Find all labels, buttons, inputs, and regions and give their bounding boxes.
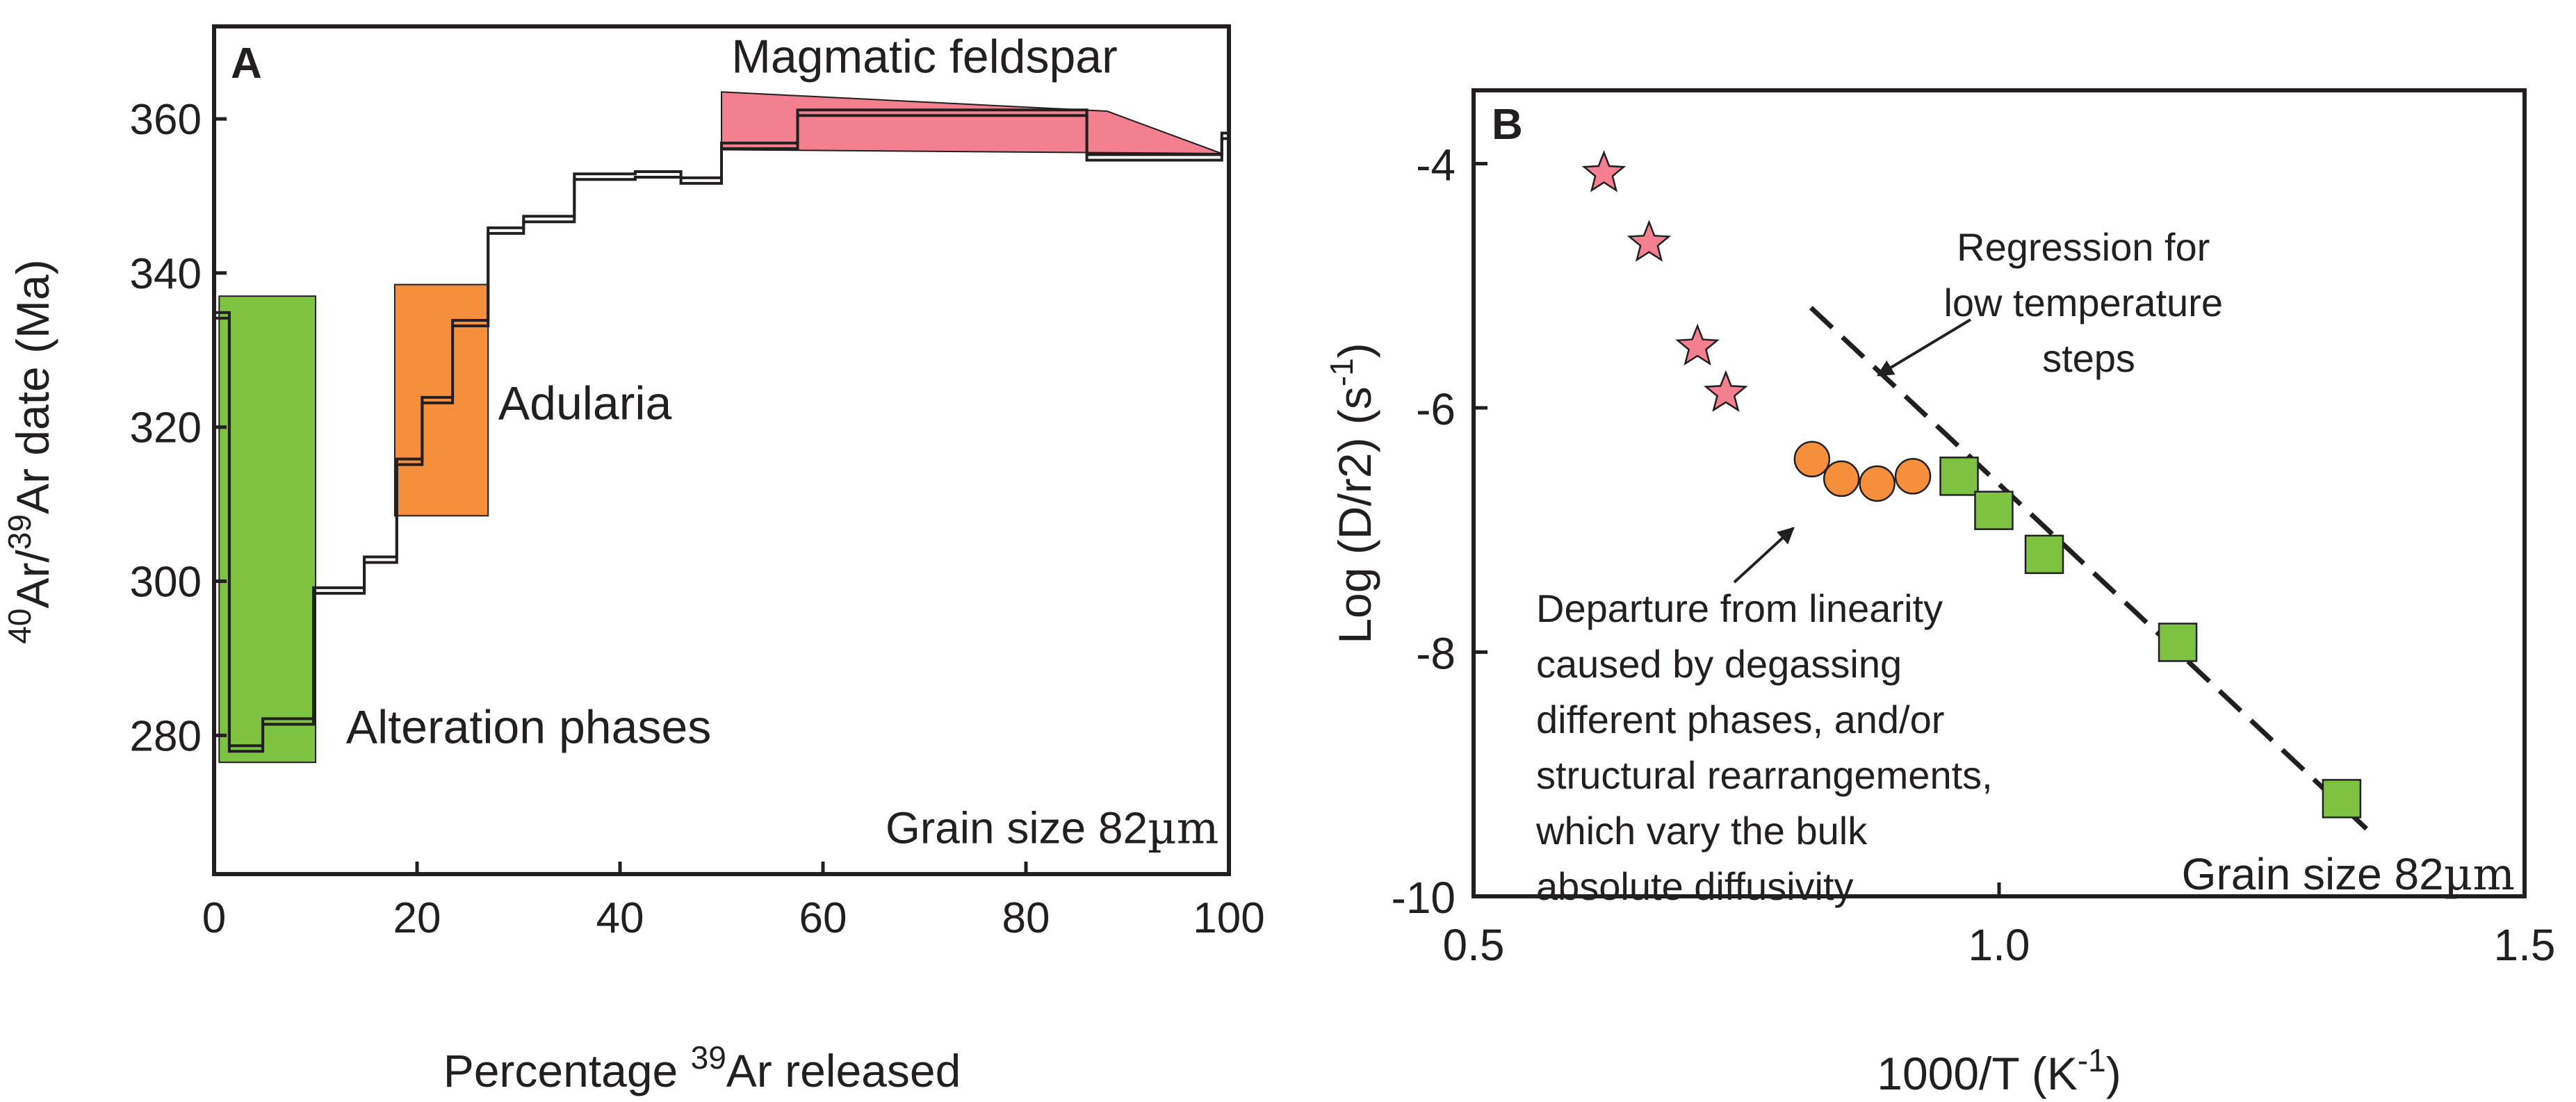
y-label-b-sup: -1 [1323, 358, 1360, 386]
star-point-4 [1704, 370, 1748, 412]
annotation-departure: Departure from linearity caused by degas… [1535, 586, 2003, 908]
panel-a-age-spectrum [214, 108, 1229, 753]
plateau-box-adularia [393, 283, 489, 517]
x-label-b-main: 1000/T (K [1877, 1048, 2078, 1099]
y-tick-label-a-280: 280 [130, 712, 202, 760]
x-tick-label-a-60: 60 [799, 894, 847, 942]
x-tick-label-a-40: 40 [596, 894, 644, 942]
star-point-3 [1675, 323, 1720, 366]
annotation-alteration-phases: Alteration phases [346, 700, 711, 753]
annotation-regression: Regression for low temperature steps [1943, 225, 2233, 380]
x-label-a-prefix: Percentage [443, 1045, 691, 1096]
square-point-2 [1974, 491, 2014, 530]
y-label-a-suffix: Ar date (Ma) [7, 259, 58, 514]
panel-a: 0 20 40 60 80 100 280 300 320 340 360 A Magmatic … [1, 24, 1265, 1096]
x-tick-label-b-1: 1.0 [1968, 920, 2030, 970]
y-tick-label-a-300: 300 [130, 559, 202, 607]
y-tick-label-b-3: -4 [1416, 140, 1456, 190]
y-label-b-suffix: ) [1329, 343, 1380, 358]
departure-line-2: caused by degassing [1536, 642, 1902, 686]
y-label-a-mid: Ar/ [7, 550, 58, 609]
grain-size-b-unit: µm [2444, 849, 2515, 900]
departure-arrow [1733, 527, 1795, 584]
x-label-a-suffix: Ar released [726, 1045, 961, 1096]
panel-b-x-axis-label: 1000/T (K-1) [1877, 1042, 2121, 1099]
panel-a-x-axis-label: Percentage 39Ar released [443, 1039, 961, 1096]
annotation-grain-size-a: Grain size 82µm [886, 803, 1218, 855]
x-tick-label-a-20: 20 [393, 894, 441, 942]
circle-point-1 [1793, 441, 1831, 478]
grain-size-a-text: Grain size 82 [886, 803, 1148, 853]
square-point-1 [1939, 457, 1979, 496]
x-label-b-sup: -1 [2078, 1042, 2106, 1078]
panel-a-x-ticks: 0 20 40 60 80 100 [202, 862, 1265, 942]
age-spectrum-line-lower [214, 114, 1229, 753]
y-label-b-prefix: Log (D/r2) (s [1329, 386, 1380, 643]
square-point-5 [2322, 779, 2362, 819]
panel-b-y-ticks: -10 -8 -6 -4 [1392, 140, 1487, 923]
star-point-1 [1581, 150, 1627, 192]
panel-a-frame [212, 24, 1231, 876]
plateau-box-alteration-phases [218, 295, 316, 764]
circle-point-4 [1894, 458, 1932, 495]
panel-a-y-ticks: 280 300 320 340 360 [130, 96, 227, 760]
circle-point-3 [1859, 465, 1896, 502]
departure-line-6: absolute diffusivity [1536, 864, 1854, 908]
regression-line [1809, 306, 2369, 831]
panel-b: 0.5 1.0 1.5 -10 -8 -6 -4 B Regression for low… [1323, 88, 2556, 1099]
panel-a-y-axis-label: 40Ar/39Ar date (Ma) [1, 259, 58, 643]
y-tick-label-a-320: 320 [130, 404, 202, 452]
annotation-grain-size-b: Grain size 82µm [2182, 849, 2515, 900]
y-label-a-sup2: 39 [1, 514, 38, 550]
grain-size-b-text: Grain size 82 [2182, 849, 2444, 899]
y-tick-label-b-0: -10 [1392, 873, 1456, 923]
panel-a-fills [218, 91, 1223, 764]
regression-line-3: steps [2042, 336, 2135, 380]
y-label-a-sup1: 40 [1, 609, 38, 644]
x-label-b-suffix: ) [2106, 1048, 2121, 1099]
y-tick-label-a-360: 360 [130, 96, 202, 144]
y-tick-label-a-340: 340 [130, 250, 202, 298]
square-point-3 [2024, 534, 2064, 575]
departure-line-5: which vary the bulk [1535, 809, 1868, 853]
x-label-a-sup: 39 [691, 1039, 726, 1076]
panel-b-y-axis-label: Log (D/r2) (s-1) [1323, 343, 1380, 643]
departure-line-4: structural rearrangements, [1536, 753, 1993, 797]
x-tick-label-b-2: 1.5 [2494, 920, 2556, 970]
age-spectrum-line-upper [214, 108, 1229, 748]
grain-size-a-unit: µm [1148, 803, 1218, 855]
regression-line-2: low temperature [1943, 281, 2223, 324]
panel-a-label: A [231, 40, 262, 88]
annotation-adularia: Adularia [498, 377, 672, 429]
regression-line-1: Regression for [1957, 225, 2210, 269]
star-point-2 [1627, 220, 1672, 262]
x-tick-label-a-0: 0 [202, 894, 226, 942]
panel-b-x-ticks: 0.5 1.0 1.5 [1443, 882, 2556, 970]
y-tick-label-b-2: -6 [1416, 384, 1456, 434]
panel-b-points [1581, 150, 2362, 819]
departure-line-3: different phases, and/or [1536, 698, 1944, 741]
panel-b-label: B [1492, 101, 1523, 149]
x-tick-label-a-100: 100 [1193, 894, 1264, 942]
y-tick-label-b-1: -8 [1416, 628, 1456, 678]
annotation-magmatic-feldspar: Magmatic feldspar [731, 30, 1118, 83]
circle-point-2 [1823, 460, 1860, 497]
x-tick-label-a-80: 80 [1002, 894, 1050, 942]
square-point-4 [2158, 623, 2198, 662]
regression-arrow [1876, 318, 1972, 377]
departure-line-1: Departure from linearity [1536, 586, 1943, 630]
x-tick-label-b-0: 0.5 [1443, 920, 1505, 970]
